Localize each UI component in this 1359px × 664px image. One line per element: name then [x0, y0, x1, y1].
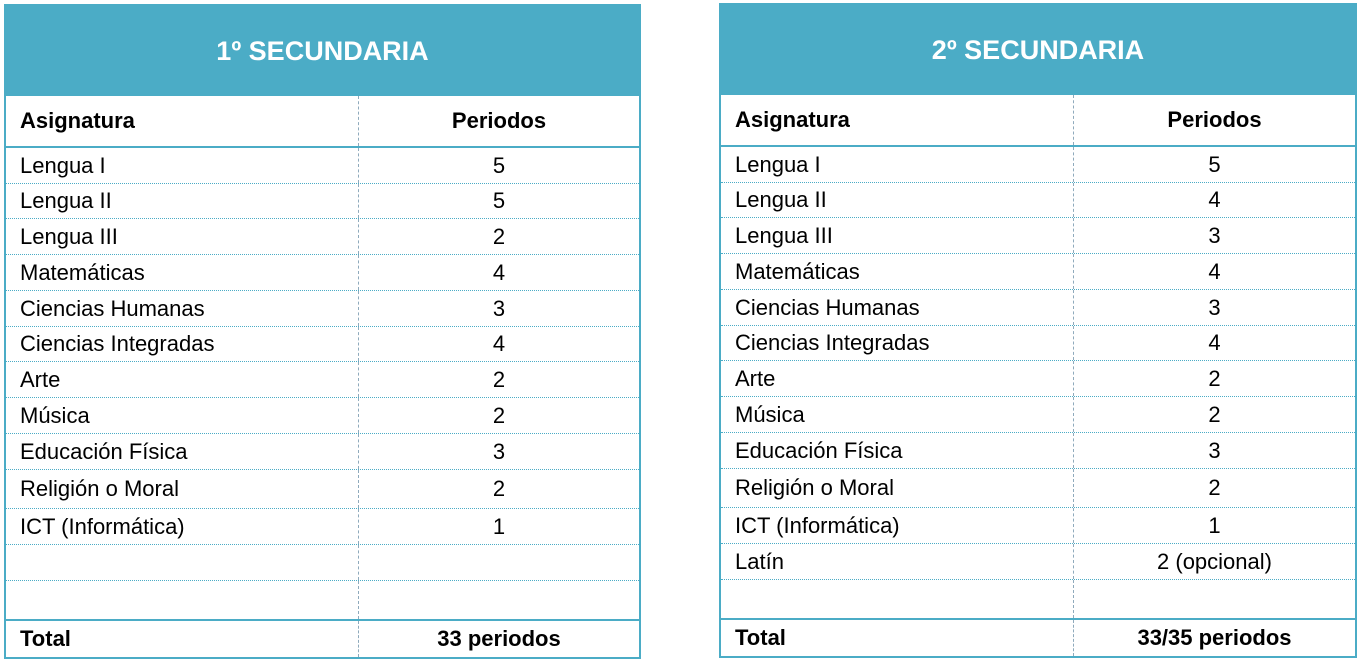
periods-cell: 4 [492, 331, 506, 356]
periods-cell: 3 [492, 438, 506, 464]
column-header-periodos: Periodos [1167, 107, 1262, 132]
table-title: 2º SECUNDARIA [721, 5, 1355, 95]
total-value: 33/35 periodos [1137, 625, 1292, 650]
periods-cell [359, 545, 639, 580]
total-label: Total [721, 620, 1074, 656]
subject-cell: ICT (Informática) [6, 509, 359, 544]
periods-cell: 4 [1208, 330, 1221, 355]
table-row: Música 2 [721, 397, 1355, 433]
periods-cell: 3 [492, 295, 506, 321]
subject-cell: Religión o Moral [6, 470, 359, 508]
subject-cell: Matemáticas [721, 254, 1074, 289]
table-row: Arte 2 [6, 362, 639, 398]
periods-cell: 3 [1208, 437, 1221, 463]
table-row: Religión o Moral 2 [721, 469, 1355, 508]
periods-cell: 2 [492, 476, 506, 501]
total-value: 33 periodos [437, 626, 561, 651]
subject-cell: Lengua III [721, 218, 1074, 253]
periods-cell: 2 [1208, 475, 1221, 500]
periods-cell: 4 [1208, 258, 1221, 284]
subject-cell: Educación Física [721, 433, 1074, 468]
table-row: Matemáticas 4 [721, 254, 1355, 290]
table-row: Ciencias Humanas 3 [721, 290, 1355, 326]
subject-cell: Religión o Moral [721, 469, 1074, 507]
periods-cell: 2 [492, 223, 506, 249]
subject-cell [6, 581, 359, 619]
table-row: Ciencias Humanas 3 [6, 291, 639, 327]
table-row: Música 2 [6, 398, 639, 434]
subject-cell: Lengua II [6, 184, 359, 218]
periods-cell: 5 [492, 188, 506, 213]
subject-cell: Educación Física [6, 434, 359, 469]
table-row: Educación Física 3 [721, 433, 1355, 469]
subject-cell [721, 580, 1074, 618]
total-row: Total 33 periodos [6, 619, 639, 657]
column-header-periodos: Periodos [451, 108, 547, 133]
table-1-secundaria: 1º SECUNDARIA Asignatura Periodos Lengua… [4, 4, 641, 659]
table-row: Religión o Moral 2 [6, 470, 639, 509]
periods-cell: 3 [1208, 222, 1221, 248]
subject-cell: Música [721, 397, 1074, 432]
table-row [721, 580, 1355, 618]
table-title: 1º SECUNDARIA [6, 6, 639, 96]
periods-cell: 5 [1208, 151, 1221, 177]
subject-cell: Arte [721, 361, 1074, 396]
subject-cell: ICT (Informática) [721, 508, 1074, 543]
table-row: Latín 2 (opcional) [721, 544, 1355, 580]
table-row: Lengua I 5 [721, 147, 1355, 183]
column-header-asignatura: Asignatura [6, 96, 359, 146]
periods-cell: 2 [492, 366, 506, 392]
subject-cell: Lengua II [721, 183, 1074, 217]
table-row: Lengua II 4 [721, 183, 1355, 218]
table-row: Lengua I 5 [6, 148, 639, 184]
table-row: Lengua II 5 [6, 184, 639, 219]
table-row: Lengua III 3 [721, 218, 1355, 254]
subject-cell: Arte [6, 362, 359, 397]
column-header-asignatura: Asignatura [721, 95, 1074, 145]
subject-cell: Ciencias Integradas [721, 326, 1074, 360]
subject-cell: Música [6, 398, 359, 433]
subject-cell: Lengua I [6, 148, 359, 183]
table-row: Arte 2 [721, 361, 1355, 397]
table-2-secundaria: 2º SECUNDARIA Asignatura Periodos Lengua… [719, 3, 1357, 658]
subject-cell [6, 545, 359, 580]
header-row: Asignatura Periodos [6, 96, 639, 148]
subject-cell: Lengua I [721, 147, 1074, 182]
table-row: Matemáticas 4 [6, 255, 639, 291]
subject-cell: Ciencias Humanas [721, 290, 1074, 325]
periods-cell: 1 [1208, 512, 1221, 538]
table-row: Ciencias Integradas 4 [6, 327, 639, 362]
periods-cell: 2 (opcional) [1157, 548, 1272, 574]
periods-cell: 4 [1208, 187, 1221, 212]
subject-cell: Matemáticas [6, 255, 359, 290]
periods-cell: 2 [1208, 401, 1221, 427]
periods-cell: 1 [492, 513, 506, 539]
subject-cell: Ciencias Integradas [6, 327, 359, 361]
subject-cell: Latín [721, 544, 1074, 579]
subject-cell: Lengua III [6, 219, 359, 254]
table-row: Lengua III 2 [6, 219, 639, 255]
table-row [6, 581, 639, 619]
total-row: Total 33/35 periodos [721, 618, 1355, 656]
periods-cell [359, 581, 639, 619]
total-label: Total [6, 621, 359, 657]
table-row: ICT (Informática) 1 [6, 509, 639, 545]
periods-cell: 4 [492, 259, 506, 285]
periods-cell: 2 [492, 402, 506, 428]
table-row [6, 545, 639, 581]
periods-cell: 5 [492, 152, 506, 178]
periods-cell: 2 [1208, 365, 1221, 391]
table-row: Educación Física 3 [6, 434, 639, 470]
periods-cell [1074, 580, 1355, 618]
table-row: Ciencias Integradas 4 [721, 326, 1355, 361]
header-row: Asignatura Periodos [721, 95, 1355, 147]
periods-cell: 3 [1208, 294, 1221, 320]
table-row: ICT (Informática) 1 [721, 508, 1355, 544]
subject-cell: Ciencias Humanas [6, 291, 359, 326]
